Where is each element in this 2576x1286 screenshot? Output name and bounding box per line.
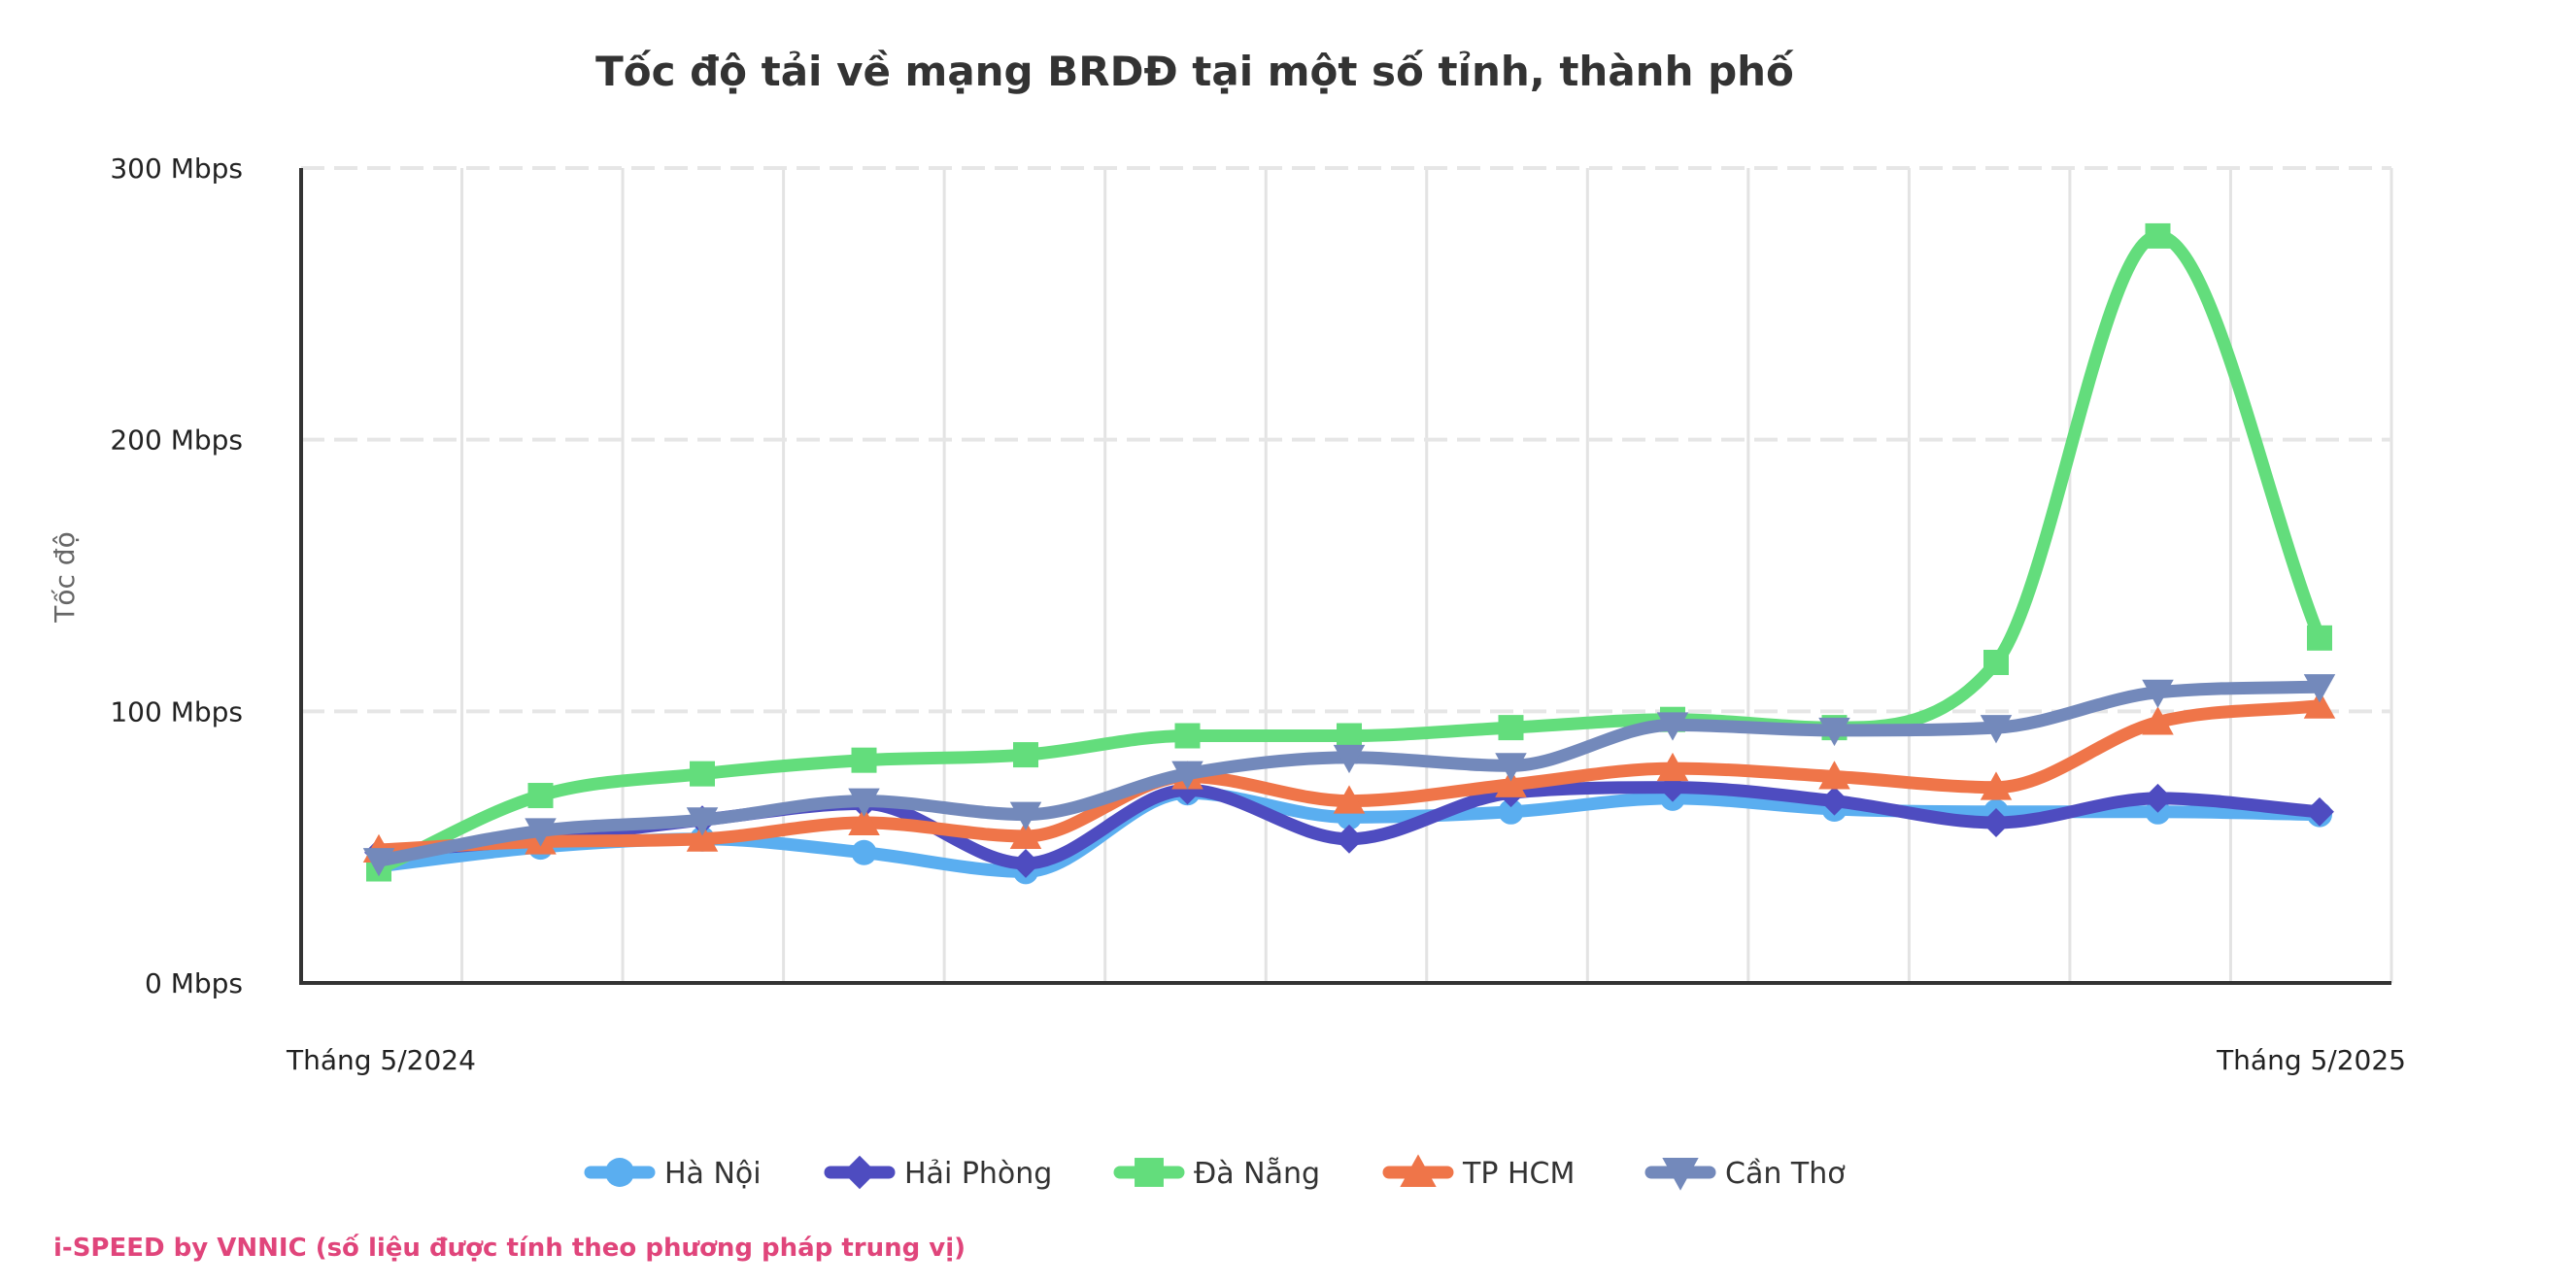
data-point bbox=[851, 747, 877, 773]
data-point bbox=[1011, 848, 1040, 878]
data-point bbox=[1656, 752, 1689, 782]
data-point bbox=[2303, 674, 2336, 703]
legend-item: Hà Nội bbox=[584, 1157, 762, 1191]
data-point bbox=[1980, 771, 2013, 800]
data-point bbox=[1818, 761, 1850, 790]
y-tick-label: 200 Mbps bbox=[110, 424, 243, 457]
data-point bbox=[2143, 783, 2173, 813]
x-tick-label: Tháng 5/2025 bbox=[2216, 1044, 2406, 1076]
data-point bbox=[1495, 768, 1527, 797]
axis-layer: 0 Mbps 100 Mbps 200 Mbps 300 Mbps Tháng 5/20… bbox=[110, 152, 2406, 1076]
legend-item: TP HCM bbox=[1382, 1154, 1575, 1191]
legend-swatch-marker bbox=[842, 1155, 877, 1190]
data-point bbox=[1982, 808, 2011, 837]
legend-item: Cần Thơ bbox=[1644, 1157, 1846, 1191]
data-point bbox=[1983, 649, 2009, 675]
data-point bbox=[2142, 706, 2174, 735]
data-point bbox=[1819, 786, 1849, 816]
series-4 bbox=[362, 690, 2336, 863]
data-point bbox=[1498, 715, 1524, 741]
data-point bbox=[2145, 222, 2171, 249]
data-point bbox=[851, 839, 877, 865]
x-tick-label: Tháng 5/2024 bbox=[286, 1044, 476, 1076]
legend-label: Hải Phòng bbox=[904, 1157, 1052, 1191]
y-tick-label: 300 Mbps bbox=[110, 152, 243, 185]
source-footnote: i-SPEED by VNNIC (số liệu được tính theo… bbox=[53, 1233, 966, 1263]
data-point bbox=[2305, 796, 2334, 827]
data-point bbox=[1171, 761, 1203, 790]
legend-label: Đà Nẵng bbox=[1194, 1157, 1320, 1191]
legend-label: Hà Nội bbox=[664, 1157, 762, 1191]
data-point bbox=[1013, 742, 1038, 768]
legend-swatch-marker bbox=[1662, 1158, 1699, 1191]
y-tick-label: 100 Mbps bbox=[110, 695, 243, 728]
legend-swatch-marker bbox=[1400, 1154, 1437, 1187]
data-point bbox=[1009, 820, 1042, 849]
data-point bbox=[525, 818, 557, 847]
data-point bbox=[690, 761, 715, 787]
legend-item: Hải Phòng bbox=[824, 1155, 1052, 1191]
data-point bbox=[362, 848, 395, 877]
data-point bbox=[848, 788, 880, 817]
data-point bbox=[2307, 625, 2332, 651]
y-tick-label: 0 Mbps bbox=[145, 967, 243, 999]
data-point bbox=[1333, 785, 1366, 814]
chart-title: Tốc độ tải về mạng BRDĐ tại một số tỉnh,… bbox=[595, 48, 1794, 95]
legend: Hà Nội Hải Phòng Đà Nẵng TP HCM Cần Thơ bbox=[584, 1154, 1846, 1191]
legend-item: Đà Nẵng bbox=[1113, 1157, 1320, 1191]
series-line bbox=[372, 229, 2326, 876]
legend-label: TP HCM bbox=[1462, 1157, 1575, 1191]
data-point bbox=[686, 807, 719, 836]
legend-swatch-marker bbox=[1135, 1158, 1164, 1187]
data-point bbox=[2142, 679, 2174, 709]
data-point bbox=[1009, 801, 1042, 830]
data-point bbox=[1656, 712, 1689, 741]
data-point bbox=[1818, 717, 1850, 747]
data-point bbox=[848, 806, 880, 835]
series-5 bbox=[362, 674, 2336, 877]
data-point bbox=[686, 823, 719, 852]
legend-swatch-marker bbox=[605, 1158, 634, 1187]
data-point bbox=[1337, 723, 1362, 749]
data-point bbox=[1495, 753, 1527, 782]
data-point bbox=[1335, 824, 1364, 854]
data-point bbox=[1333, 744, 1366, 774]
data-point bbox=[527, 783, 554, 809]
series-layer bbox=[362, 222, 2336, 885]
data-point bbox=[1174, 723, 1201, 749]
data-point bbox=[1980, 715, 2013, 744]
legend-label: Cần Thơ bbox=[1725, 1157, 1846, 1191]
y-axis-title: Tốc độ bbox=[49, 531, 81, 623]
data-point bbox=[2303, 690, 2336, 719]
grid-layer bbox=[301, 166, 2393, 983]
data-point bbox=[1498, 798, 1524, 825]
